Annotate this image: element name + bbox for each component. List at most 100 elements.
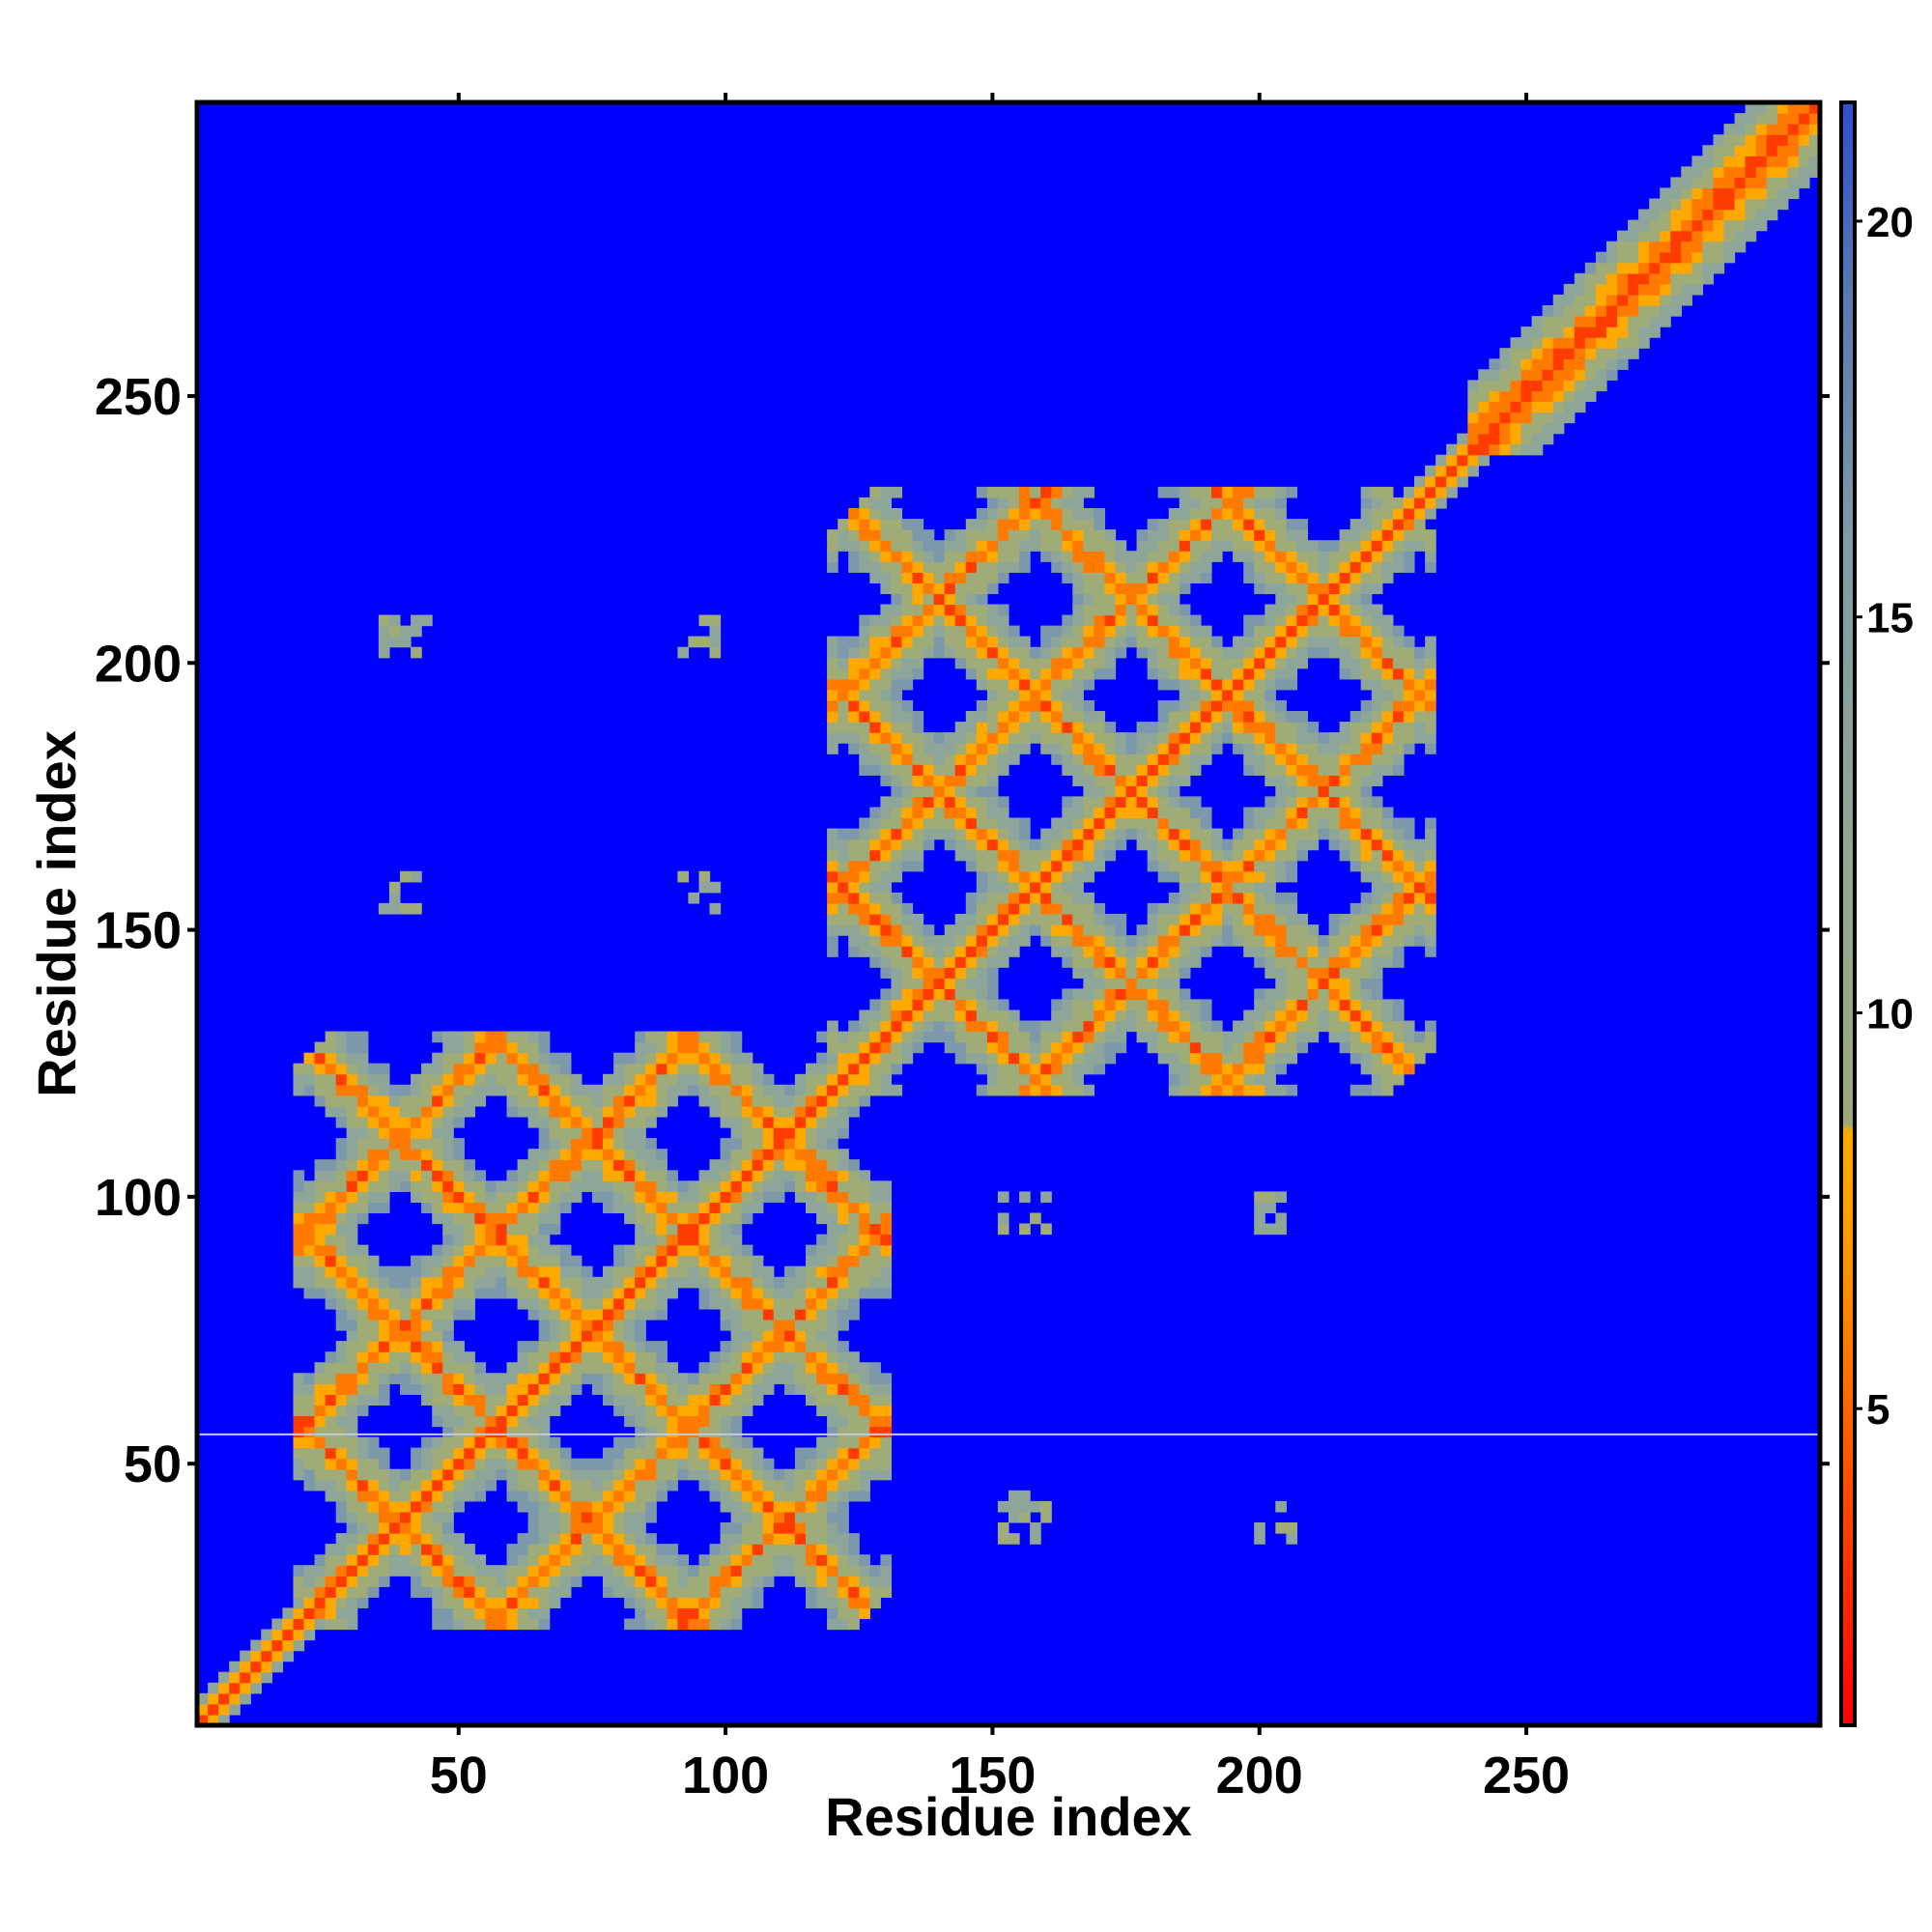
heatmap-cell <box>624 1586 636 1598</box>
heatmap-cell <box>1222 1041 1234 1054</box>
heatmap-cell <box>1467 390 1479 403</box>
heatmap-cell <box>698 1265 711 1278</box>
heatmap-cell <box>752 1073 764 1086</box>
heatmap-cell <box>1286 657 1298 669</box>
heatmap-cell <box>1339 1031 1351 1043</box>
heatmap-cell <box>880 1073 893 1086</box>
heatmap-cell <box>1275 497 1287 509</box>
heatmap-cell <box>378 1447 390 1460</box>
heatmap-cell <box>1392 743 1405 754</box>
heatmap-cell <box>1339 722 1351 733</box>
heatmap-cell <box>1360 1020 1373 1033</box>
heatmap-cell <box>1009 1511 1020 1523</box>
heatmap-cell <box>1339 967 1351 979</box>
heatmap-cell <box>1030 689 1041 701</box>
heatmap-cell <box>1233 497 1244 509</box>
heatmap-cell <box>698 1052 711 1065</box>
heatmap-cell <box>1425 1020 1436 1033</box>
heatmap-cell <box>901 978 914 989</box>
heatmap-cell <box>432 1533 443 1545</box>
heatmap-cell <box>400 1479 412 1492</box>
heatmap-cell <box>1328 828 1341 840</box>
heatmap-cell <box>549 1094 561 1107</box>
heatmap-cell <box>549 1073 561 1086</box>
heatmap-cell <box>783 1330 796 1342</box>
heatmap-cell <box>1019 561 1031 573</box>
heatmap-cell <box>1104 561 1117 573</box>
heatmap-cell <box>688 1244 700 1257</box>
heatmap-cell <box>1339 625 1351 638</box>
heatmap-cell <box>880 914 893 925</box>
heatmap-cell <box>891 593 903 606</box>
heatmap-cell <box>1030 838 1041 851</box>
heatmap-cell <box>1275 775 1287 786</box>
heatmap-cell <box>1520 390 1533 403</box>
heatmap-cell <box>1072 551 1084 562</box>
heatmap-cell <box>794 1351 807 1363</box>
heatmap-cell <box>1318 593 1330 606</box>
heatmap-cell <box>1062 1063 1073 1075</box>
heatmap-cell <box>1062 892 1073 904</box>
heatmap-cell <box>933 625 946 638</box>
heatmap-cell <box>741 1373 753 1384</box>
heatmap-cell <box>335 1149 348 1160</box>
heatmap-cell <box>1051 1052 1063 1065</box>
heatmap-cell <box>720 1341 732 1352</box>
heatmap-cell <box>635 1479 646 1492</box>
heatmap-cell <box>1104 572 1117 583</box>
heatmap-cell <box>464 1436 475 1449</box>
heatmap-cell <box>783 1544 796 1555</box>
heatmap-cell <box>506 1565 519 1577</box>
heatmap-cell <box>325 1063 337 1075</box>
heatmap-cell <box>1381 914 1394 925</box>
heatmap-cell <box>986 1084 999 1096</box>
heatmap-cell <box>527 1522 540 1534</box>
heatmap-cell <box>1125 614 1138 627</box>
heatmap-cell <box>218 1682 230 1694</box>
heatmap-cell <box>933 978 946 989</box>
heatmap-cell <box>581 1544 593 1555</box>
heatmap-cell <box>965 988 978 1001</box>
heatmap-cell <box>976 743 988 754</box>
heatmap-cell <box>367 1458 380 1470</box>
heatmap-cell <box>325 1073 337 1086</box>
heatmap-cell <box>869 1020 881 1033</box>
heatmap-cell <box>1371 1009 1383 1022</box>
heatmap-cell <box>411 1308 422 1321</box>
heatmap-cell <box>591 1544 604 1555</box>
heatmap-cell <box>346 1180 358 1192</box>
heatmap-cell <box>1275 1212 1287 1225</box>
heatmap-cell <box>527 1212 540 1225</box>
heatmap-cell <box>346 1170 358 1181</box>
heatmap-cell <box>1360 722 1373 733</box>
heatmap-cell <box>1094 1020 1106 1033</box>
heatmap-cell <box>1019 508 1031 520</box>
heatmap-cell <box>356 1265 369 1278</box>
heatmap-cell <box>848 646 860 659</box>
heatmap-cell <box>1425 689 1436 701</box>
heatmap-cell <box>880 860 893 872</box>
heatmap-cell <box>453 1191 465 1204</box>
heatmap-cell <box>303 1426 316 1438</box>
heatmap-cell <box>388 625 401 638</box>
heatmap-cell <box>1168 722 1180 733</box>
heatmap-cell <box>1307 593 1320 606</box>
heatmap-cell <box>1157 646 1170 659</box>
heatmap-cell <box>1009 519 1020 530</box>
heatmap-cell <box>859 1426 870 1438</box>
heatmap-cell <box>848 1415 860 1428</box>
heatmap-cell <box>1489 443 1501 456</box>
heatmap-cell <box>1062 764 1073 776</box>
heatmap-cell <box>1072 1073 1084 1086</box>
heatmap-cell <box>356 1041 369 1054</box>
heatmap-cell <box>1350 785 1362 798</box>
heatmap-cell <box>538 1490 551 1502</box>
heatmap-cell <box>346 1576 358 1587</box>
heatmap-cell <box>1200 689 1212 701</box>
heatmap-cell <box>346 1255 358 1267</box>
heatmap-cell <box>901 604 914 616</box>
heatmap-cell <box>720 1105 732 1118</box>
heatmap-cell <box>752 1544 764 1555</box>
heatmap-cell <box>1350 561 1362 573</box>
heatmap-cell <box>848 946 860 957</box>
